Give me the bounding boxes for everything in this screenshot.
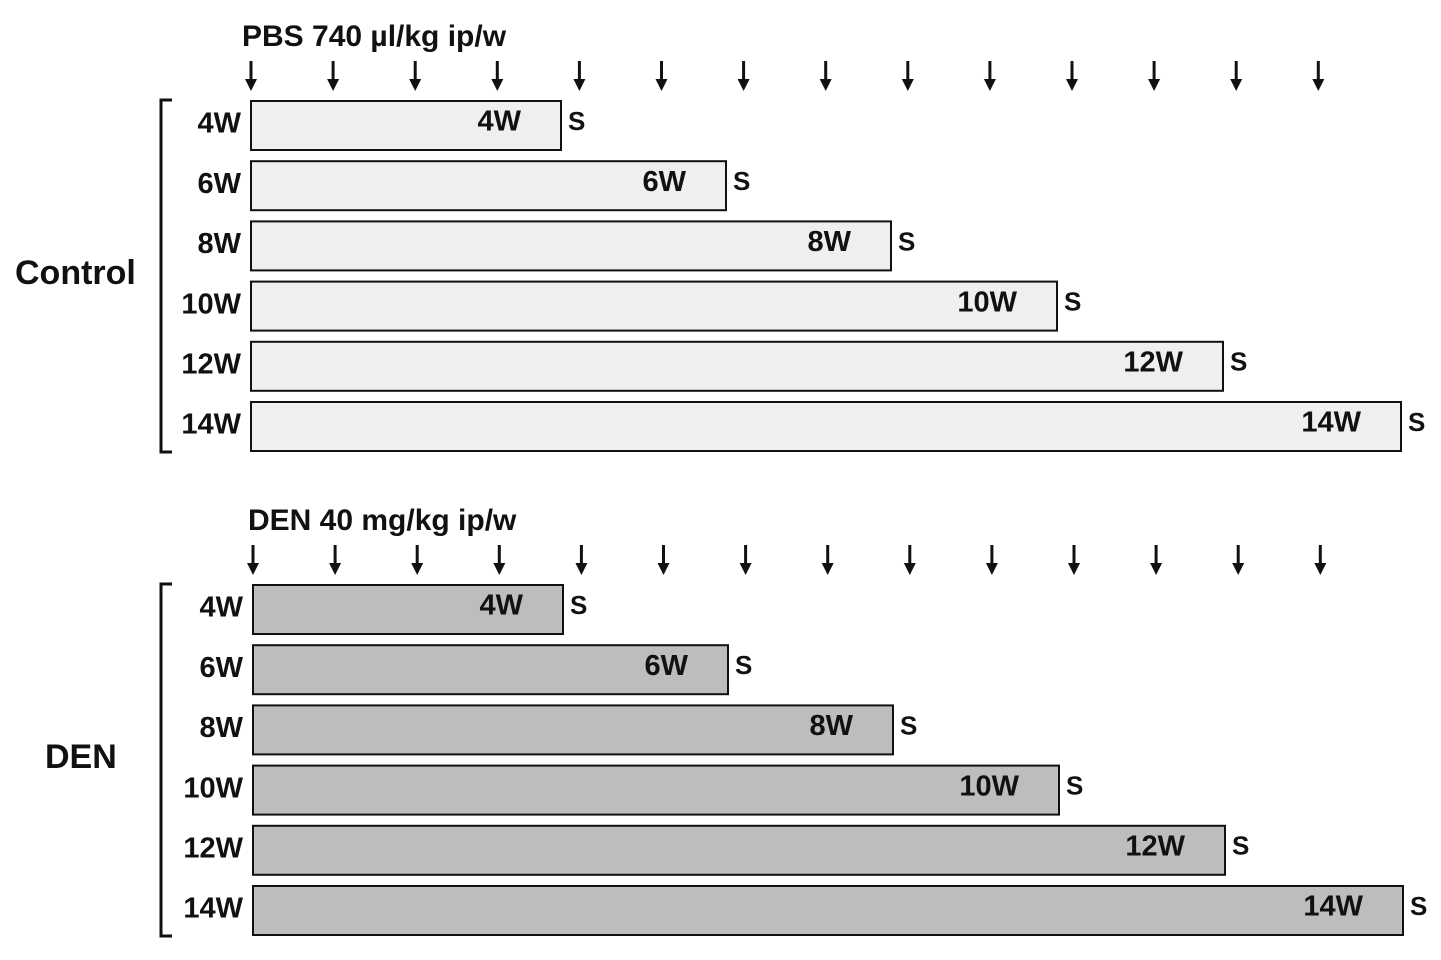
group-bracket [159,98,172,454]
row-label: 4W [198,108,242,140]
dose-arrow-head [737,79,750,91]
bar-label: 14W [1303,891,1363,923]
timeline-bar [252,885,1404,936]
dose-arrow-head [1232,563,1245,575]
dose-arrow-head [573,79,586,91]
dose-arrow-head [327,79,340,91]
row-label: 12W [183,832,243,864]
dose-arrow-head [329,563,342,575]
timeline-bar [250,401,1402,452]
sacrifice-label: S [1064,286,1081,316]
dose-arrow-head [1148,79,1161,91]
dose-arrow-head [657,563,670,575]
row-label: 10W [183,772,243,804]
bar-label: 8W [808,226,852,258]
dose-arrow-head [1314,563,1327,575]
bar-label: 10W [959,770,1019,802]
treatment-label: PBS 740 µl/kg ip/w [242,20,507,53]
sacrifice-label: S [1066,770,1083,800]
bar-label: 6W [643,166,687,198]
dose-arrow-head [575,563,588,575]
bar-label: 12W [1123,346,1183,378]
dose-arrow-head [247,563,259,575]
row-label: 12W [181,348,241,380]
row-label: 6W [200,652,244,684]
timeline-bar [250,100,562,151]
sacrifice-label: S [898,226,915,256]
dose-arrow-head [409,79,422,91]
dose-arrow-head [985,563,998,575]
dose-arrow-head [821,563,834,575]
bar-label: 6W [645,650,689,682]
timeline-bar [252,584,564,635]
treatment-label: DEN 40 mg/kg ip/w [248,504,517,537]
timeline-bar [250,340,1224,392]
timeline-bar [250,220,892,272]
dose-arrow-head [739,563,752,575]
sacrifice-label: S [900,710,917,740]
bar-label: 10W [957,286,1017,318]
sacrifice-label: S [1232,831,1249,861]
bar-label: 4W [480,590,524,622]
group-label: DEN [45,738,117,776]
row-label: 4W [200,592,244,624]
timeline-bar [252,644,729,696]
sacrifice-label: S [1230,347,1247,377]
dose-arrow-head [1150,563,1163,575]
row-label: 14W [183,893,243,925]
timeline-bar [252,704,894,756]
sacrifice-label: S [1408,407,1425,437]
dose-arrow-head [1312,79,1325,91]
dose-arrow-head [819,79,832,91]
sacrifice-label: S [733,166,750,196]
dose-arrow-head [493,563,506,575]
sacrifice-label: S [1410,891,1427,921]
dose-arrow-head [491,79,504,91]
dose-arrow-head [1068,563,1080,575]
row-label: 14W [181,409,241,441]
bar-label: 4W [478,106,522,138]
timeline-bar [250,280,1058,332]
timeline-bar [250,160,727,212]
sacrifice-label: S [568,106,585,136]
dose-arrow-head [983,79,996,91]
sacrifice-label: S [735,650,752,680]
group-bracket [159,582,172,938]
row-label: 8W [200,712,244,744]
bar-label: 12W [1125,830,1185,862]
timeline-bar [252,764,1060,816]
sacrifice-label: S [570,590,587,620]
dose-arrow-head [901,79,914,91]
dose-arrow-head [411,563,424,575]
dose-arrow-head [1066,79,1078,91]
timeline-bar [252,824,1226,876]
row-label: 6W [198,168,242,200]
dose-arrow-head [903,563,916,575]
dose-arrow-head [1230,79,1243,91]
bar-label: 8W [810,710,854,742]
group-label: Control [15,254,136,292]
row-label: 8W [198,228,242,260]
dose-arrow-head [655,79,668,91]
bar-label: 14W [1301,407,1361,439]
row-label: 10W [181,288,241,320]
dose-arrow-head [245,79,257,91]
